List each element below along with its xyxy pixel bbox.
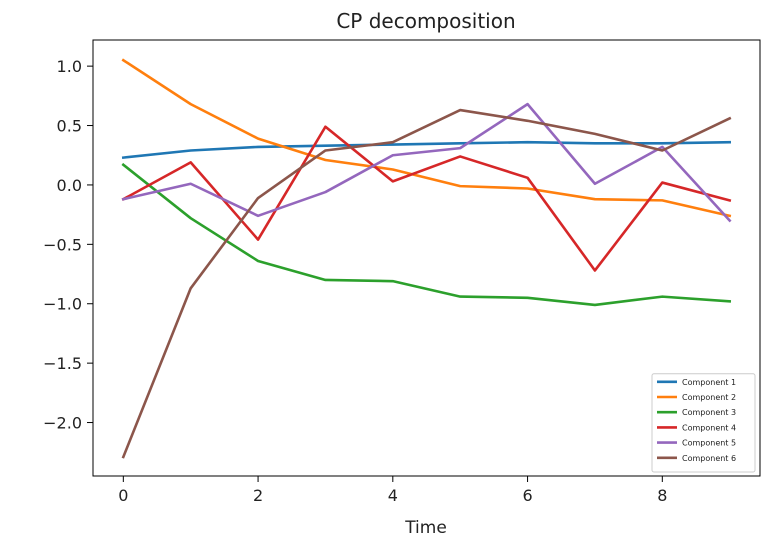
series-layer <box>121 58 732 459</box>
y-tick-label: −2.0 <box>43 414 82 433</box>
x-tick-label: 0 <box>118 486 128 505</box>
y-tick-label: −0.5 <box>43 235 82 254</box>
legend-label: Component 5 <box>682 439 736 448</box>
y-tick-label: −1.0 <box>43 295 82 314</box>
chart-title: CP decomposition <box>336 9 515 33</box>
x-tick-label: 4 <box>388 486 398 505</box>
legend-box <box>651 373 756 473</box>
x-axis-label: Time <box>404 518 447 538</box>
series-line-component-5 <box>121 102 732 223</box>
y-tick-label: 0.0 <box>57 176 82 195</box>
series-line-component-3 <box>121 162 732 307</box>
plot-area <box>92 39 761 477</box>
legend-label: Component 6 <box>682 454 736 463</box>
y-tick-label: 0.5 <box>57 117 82 136</box>
series-line-component-6 <box>121 108 732 459</box>
y-axis: 1.0 0.5 0.0 −0.5 −1.0 −1.5 −2.0 <box>43 57 93 433</box>
series-line-component-2 <box>121 58 732 218</box>
legend-label: Component 3 <box>682 408 736 417</box>
x-tick-label: 8 <box>657 486 667 505</box>
legend: Component 1 Component 2 Component 3 Compone… <box>651 373 756 473</box>
legend-label: Component 2 <box>682 393 736 402</box>
x-tick-label: 2 <box>253 486 263 505</box>
y-tick-label: −1.5 <box>43 354 82 373</box>
legend-label: Component 1 <box>682 378 736 387</box>
x-tick-label: 6 <box>522 486 532 505</box>
x-axis: 0 2 4 6 8 <box>118 476 667 505</box>
legend-label: Component 4 <box>682 423 736 432</box>
y-tick-label: 1.0 <box>57 57 82 76</box>
